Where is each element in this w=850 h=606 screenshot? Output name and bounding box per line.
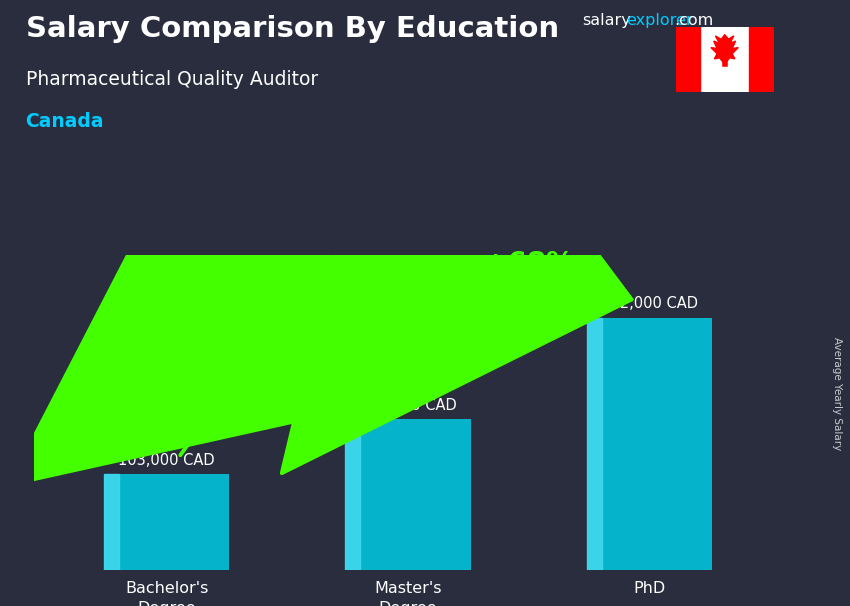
Text: Average Yearly Salary: Average Yearly Salary	[832, 338, 842, 450]
Bar	[586, 318, 712, 570]
Text: +57%: +57%	[242, 333, 332, 361]
Text: .com: .com	[674, 13, 713, 28]
Text: Salary Comparison By Education: Salary Comparison By Education	[26, 15, 558, 43]
Text: 272,000 CAD: 272,000 CAD	[601, 296, 698, 311]
Text: 162,000 CAD: 162,000 CAD	[360, 398, 456, 413]
Bar	[345, 419, 360, 570]
Bar	[749, 27, 774, 92]
Polygon shape	[711, 35, 739, 64]
Text: salary: salary	[582, 13, 631, 28]
Text: Canada: Canada	[26, 112, 104, 131]
FancyArrowPatch shape	[9, 41, 391, 485]
Bar	[676, 27, 700, 92]
Text: Pharmaceutical Quality Auditor: Pharmaceutical Quality Auditor	[26, 70, 318, 88]
Text: +68%: +68%	[484, 250, 574, 278]
Bar	[345, 419, 471, 570]
FancyArrowPatch shape	[282, 0, 632, 473]
Text: 103,000 CAD: 103,000 CAD	[118, 453, 215, 468]
Text: explorer: explorer	[626, 13, 693, 28]
Bar	[586, 318, 602, 570]
Bar	[104, 474, 230, 570]
Bar	[104, 474, 119, 570]
